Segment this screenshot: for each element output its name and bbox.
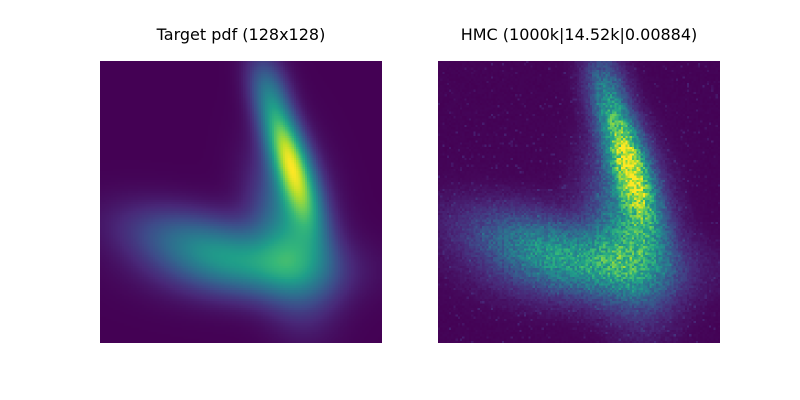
hmc-heatmap-container [438,61,720,343]
panel-target-pdf: Target pdf (128x128) [100,25,382,343]
target-pdf-heatmap [100,61,382,343]
panel-hmc-samples: HMC (1000k|14.52k|0.00884) [438,25,720,343]
target-pdf-title: Target pdf (128x128) [156,25,326,44]
hmc-heatmap [438,61,720,343]
hmc-title: HMC (1000k|14.52k|0.00884) [461,25,698,44]
target-pdf-heatmap-container [100,61,382,343]
